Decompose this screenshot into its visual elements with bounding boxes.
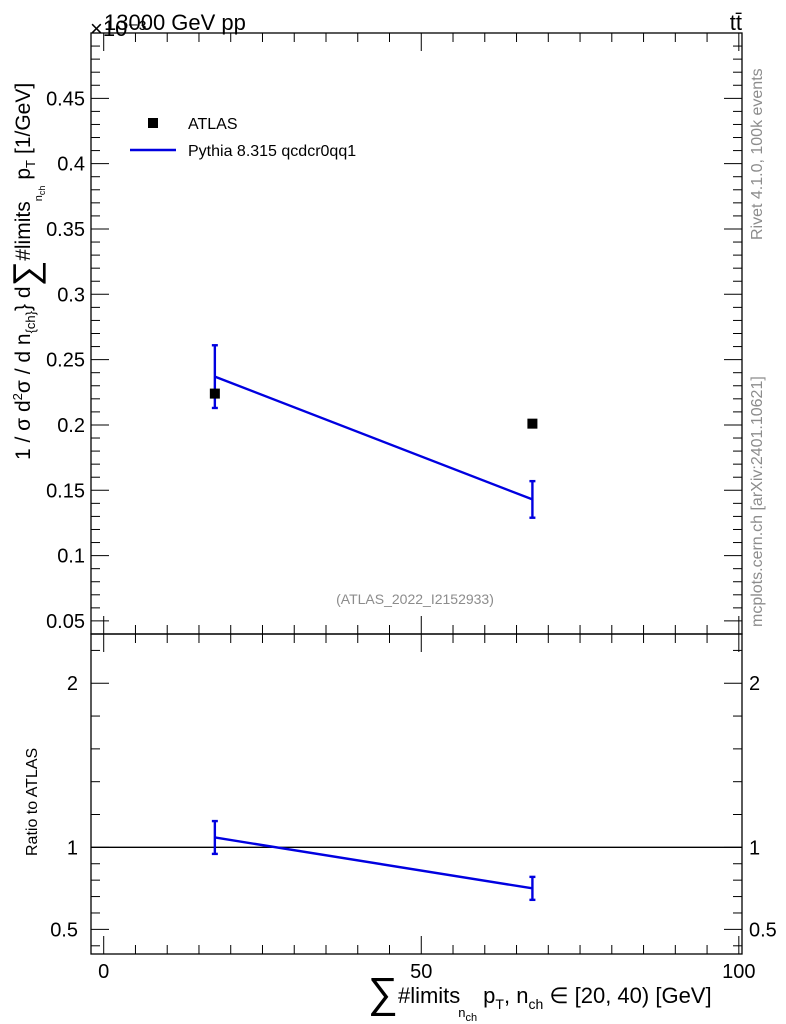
ratio-y-label: Ratio to ATLAS — [24, 748, 41, 856]
legend-mc-label: Pythia 8.315 qcdcr0qq1 — [188, 143, 356, 160]
rivet-label: Rivet 4.1.0, 100k events — [749, 68, 766, 240]
beam-label: 13000 GeV pp — [104, 10, 246, 35]
x-ticks: 0 50 100 — [98, 33, 756, 983]
ratio-y-tick-label-right: 0.5 — [749, 919, 777, 941]
analysis-id: (ATLAS_2022_I2152933) — [336, 591, 494, 607]
main-y-tick-label: 0.4 — [57, 154, 85, 176]
ratio-y-tick-label: 1 — [67, 837, 78, 859]
process-label: tt̄ — [730, 10, 742, 35]
main-y-tick-label: 0.2 — [57, 415, 85, 437]
ratio-y-tick-label-right: 1 — [749, 837, 760, 859]
main-y-tick-label: 0.1 — [57, 546, 85, 568]
atlas-data-point — [527, 418, 538, 429]
legend: ATLAS Pythia 8.315 qcdcr0qq1 — [130, 116, 356, 160]
main-y-tick-label: 0.45 — [46, 88, 85, 110]
ratio-series — [91, 819, 742, 902]
y-axis-exponent: ×10⁻³ — [90, 16, 146, 41]
main-y-label: 1 / σ d2σ / d n{ch}} d∑#limitsnchpT[1/Ge… — [5, 83, 47, 460]
legend-atlas-marker — [148, 118, 158, 128]
x-tick-label: 100 — [722, 961, 755, 983]
legend-atlas-label: ATLAS — [188, 116, 238, 133]
mc-line-segment — [214, 375, 533, 501]
main-y-tick-label: 0.15 — [46, 480, 85, 502]
main-y-tick-label: 0.25 — [46, 350, 85, 372]
ratio-frame — [90, 633, 743, 955]
ratio-y-tick-label: 0.5 — [50, 919, 78, 941]
main-series — [209, 344, 538, 519]
main-y-tick-label: 0.3 — [57, 284, 85, 306]
main-y-tick-label: 0.05 — [46, 611, 85, 633]
x-tick-label: 50 — [410, 961, 432, 983]
x-tick-label: 0 — [98, 961, 109, 983]
atlas-data-point — [209, 388, 220, 399]
main-y-ticks: 0.05 0.1 0.15 0.2 0.25 0.3 0.35 0.4 0.45 — [46, 32, 742, 635]
main-y-tick-label: 0.35 — [46, 219, 85, 241]
ratio-line-segment — [214, 836, 533, 890]
ratio-y-tick-label-right: 2 — [749, 673, 760, 695]
x-axis-label: ∑#limits nchpT, nch ∈ [20, 40) [GeV] — [368, 969, 712, 1024]
ratio-y-tick-label: 2 — [67, 673, 78, 695]
site-label: mcplots.cern.ch [arXiv:2401.10621] — [749, 376, 766, 627]
ratio-y-ticks: 0.5 0.5 1 1 2 2 — [50, 649, 777, 947]
